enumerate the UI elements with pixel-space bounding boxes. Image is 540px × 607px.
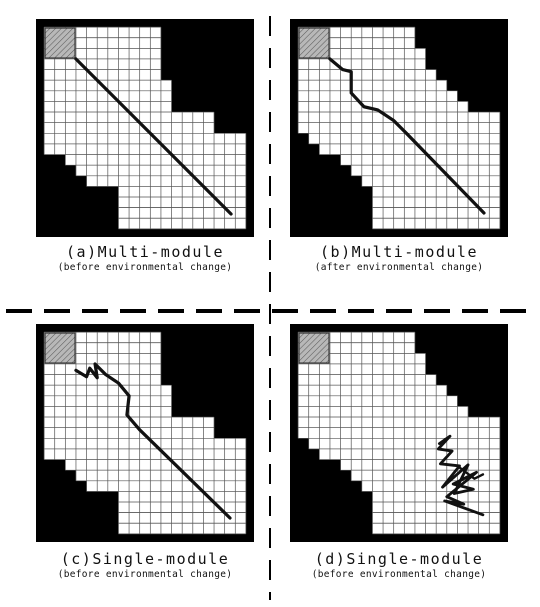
panel-b-grid: [290, 19, 508, 237]
free-region-row: [298, 37, 415, 49]
panel-b-subtitle: (after environmental change): [314, 262, 484, 273]
panel-b-caption: (b)Multi-module (after environmental cha…: [290, 243, 508, 273]
free-region-row: [298, 342, 415, 354]
free-region-row: [44, 37, 161, 49]
free-region-row: [44, 143, 246, 155]
panel-a-subtitle: (before environmental change): [57, 262, 233, 273]
free-region-row: [298, 69, 437, 81]
start-region: [298, 332, 330, 364]
panel-d-title: (d)Single-module: [314, 550, 484, 568]
free-region-row: [298, 374, 437, 386]
free-region-row: [44, 27, 161, 38]
panel-a-grid: [36, 19, 254, 237]
free-region-row: [44, 48, 161, 59]
free-region-row: [298, 427, 500, 439]
free-region-row: [44, 353, 161, 364]
free-region-row: [44, 332, 161, 343]
free-region-row: [65, 154, 246, 166]
free-region-row: [44, 438, 246, 449]
robot-trajectory: [74, 57, 233, 216]
panel-c-title: (c)Single-module: [60, 550, 230, 568]
free-region-row: [298, 112, 500, 123]
free-region-row: [44, 448, 246, 460]
free-region-row: [319, 448, 500, 460]
free-region-row: [86, 175, 246, 187]
free-region-row: [298, 90, 458, 102]
free-region-row: [298, 417, 500, 428]
start-region: [44, 332, 76, 364]
panel-b-title: (b)Multi-module: [320, 243, 478, 261]
robot-trajectory: [74, 362, 232, 520]
free-region-row: [65, 459, 246, 471]
free-region-row: [86, 480, 246, 492]
panel-c-caption: (c)Single-module (before environmental c…: [36, 550, 254, 580]
start-region: [298, 27, 330, 59]
free-region-row: [340, 154, 500, 166]
panel-a-title: (a)Multi-module: [66, 243, 224, 261]
free-region-row: [298, 395, 458, 407]
panel-c-subtitle: (before environmental change): [57, 569, 233, 580]
free-region-row: [340, 459, 500, 471]
robot-trajectory: [328, 57, 486, 215]
free-region-row: [361, 480, 500, 492]
free-region-row: [319, 143, 500, 155]
free-region-row: [44, 69, 161, 81]
free-region-row: [44, 342, 161, 354]
robot-trajectory: [456, 464, 485, 480]
robot-trajectory: [436, 434, 485, 517]
free-region-row: [361, 175, 500, 187]
free-region-row: [44, 58, 161, 70]
panel-d-grid: [290, 324, 508, 542]
free-region-row: [298, 27, 415, 38]
panel-d-caption: (d)Single-module (before environmental c…: [290, 550, 508, 580]
free-region-row: [44, 133, 246, 144]
free-region-row: [44, 374, 161, 386]
panel-d-subtitle: (before environmental change): [311, 569, 487, 580]
panel-c-grid: [36, 324, 254, 542]
panel-a-caption: (a)Multi-module (before environmental ch…: [36, 243, 254, 273]
start-region: [44, 27, 76, 59]
free-region-row: [298, 332, 415, 343]
